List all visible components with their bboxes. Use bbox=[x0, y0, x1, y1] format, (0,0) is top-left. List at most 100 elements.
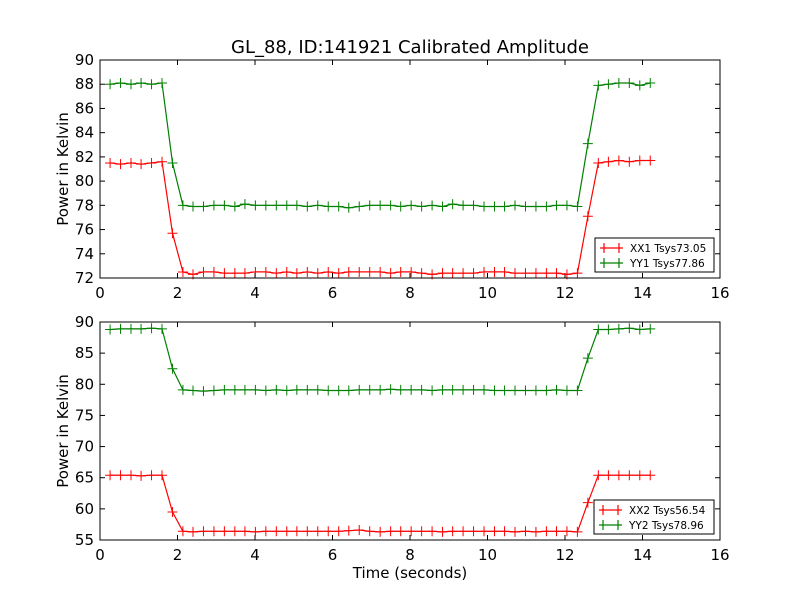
axes-frame bbox=[99, 321, 721, 541]
data-point bbox=[260, 266, 271, 277]
data-point bbox=[105, 324, 116, 335]
x-tick-label: 6 bbox=[328, 284, 338, 302]
data-point bbox=[126, 79, 136, 90]
data-point bbox=[219, 526, 230, 537]
data-point bbox=[291, 384, 302, 395]
data-point bbox=[530, 385, 541, 396]
data-point bbox=[302, 266, 313, 277]
data-point bbox=[603, 156, 614, 167]
data-point bbox=[458, 268, 469, 279]
data-point bbox=[468, 200, 479, 211]
data-point bbox=[593, 157, 604, 168]
data-point bbox=[385, 526, 396, 537]
data-point bbox=[312, 268, 323, 279]
data-point bbox=[208, 526, 219, 537]
data-point bbox=[572, 268, 583, 279]
data-point bbox=[582, 353, 593, 364]
data-point bbox=[323, 201, 334, 212]
x-tick-label: 10 bbox=[478, 284, 497, 302]
data-point bbox=[510, 200, 521, 211]
data-point bbox=[136, 159, 147, 170]
data-point bbox=[489, 385, 500, 396]
data-point bbox=[510, 526, 521, 537]
data-point bbox=[219, 384, 230, 395]
y-tick-label: 72 bbox=[75, 269, 94, 287]
data-point bbox=[302, 201, 313, 212]
x-tick-label: 16 bbox=[710, 546, 729, 564]
data-point bbox=[437, 201, 448, 212]
x-tick-label: 6 bbox=[328, 546, 338, 564]
data-point bbox=[323, 266, 334, 277]
data-point bbox=[468, 384, 479, 395]
data-point bbox=[613, 470, 624, 481]
data-point bbox=[572, 201, 583, 212]
legend-swatch bbox=[599, 505, 622, 515]
x-tick-label: 8 bbox=[405, 546, 415, 564]
x-tick-label: 8 bbox=[405, 284, 415, 302]
legend-swatch bbox=[600, 258, 623, 268]
data-point bbox=[250, 200, 261, 211]
y-tick-label: 90 bbox=[75, 313, 94, 331]
data-point bbox=[291, 268, 302, 279]
series-yy2 bbox=[105, 323, 656, 397]
data-point bbox=[375, 526, 386, 537]
x-tick-label: 12 bbox=[555, 284, 574, 302]
data-point bbox=[167, 157, 178, 168]
data-point bbox=[427, 526, 438, 537]
data-point bbox=[146, 79, 157, 90]
data-point bbox=[126, 323, 136, 334]
data-point bbox=[468, 268, 479, 279]
data-point bbox=[582, 211, 593, 222]
data-point bbox=[146, 157, 157, 168]
y-tick-label: 88 bbox=[75, 75, 94, 93]
data-point bbox=[603, 79, 614, 90]
data-point bbox=[634, 324, 645, 335]
data-point bbox=[479, 384, 490, 395]
x-axis-label: Time (seconds) bbox=[352, 564, 468, 582]
data-point bbox=[468, 526, 479, 537]
data-point bbox=[520, 201, 531, 212]
y-axis-label-bottom: Power in Kelvin bbox=[54, 374, 72, 488]
data-point bbox=[208, 200, 219, 211]
series-xx2 bbox=[105, 470, 656, 537]
data-point bbox=[115, 78, 126, 89]
data-point bbox=[260, 526, 271, 537]
data-point bbox=[323, 526, 334, 537]
y-axis-label-top: Power in Kelvin bbox=[54, 112, 72, 226]
data-point bbox=[634, 80, 645, 91]
y-tick-label: 82 bbox=[75, 148, 94, 166]
data-point bbox=[593, 470, 604, 481]
data-point bbox=[395, 201, 406, 212]
data-point bbox=[271, 200, 282, 211]
data-point bbox=[551, 268, 562, 279]
data-point bbox=[395, 526, 406, 537]
legend-swatch bbox=[600, 243, 623, 253]
data-point bbox=[395, 384, 406, 395]
subplot-2: 0 2 4 6 8 10 12 14 16 55 60 65 70 75 80 85 90 XX2 Tsys56.… bbox=[75, 313, 730, 564]
data-point bbox=[354, 384, 365, 395]
data-point bbox=[260, 200, 271, 211]
y-tick-label: 76 bbox=[75, 221, 94, 239]
data-point bbox=[645, 470, 656, 481]
legend-entry: YY1 Tsys77.86 bbox=[629, 258, 705, 270]
data-point bbox=[239, 268, 250, 279]
data-point bbox=[157, 78, 167, 89]
x-tick-label: 0 bbox=[95, 546, 105, 564]
data-point bbox=[343, 266, 354, 277]
axes-frame bbox=[99, 59, 721, 279]
data-point bbox=[530, 201, 541, 212]
legend-entry: YY2 Tsys78.96 bbox=[628, 520, 704, 532]
data-point bbox=[333, 201, 344, 212]
data-point bbox=[437, 526, 448, 537]
data-point bbox=[188, 526, 198, 537]
data-point bbox=[385, 384, 396, 395]
data-point bbox=[603, 470, 614, 481]
data-point bbox=[229, 268, 240, 279]
data-point bbox=[198, 201, 209, 212]
data-point bbox=[406, 200, 417, 211]
data-point bbox=[551, 384, 562, 395]
data-point bbox=[624, 323, 635, 334]
y-tick-label: 70 bbox=[75, 438, 94, 456]
data-point bbox=[499, 385, 510, 396]
